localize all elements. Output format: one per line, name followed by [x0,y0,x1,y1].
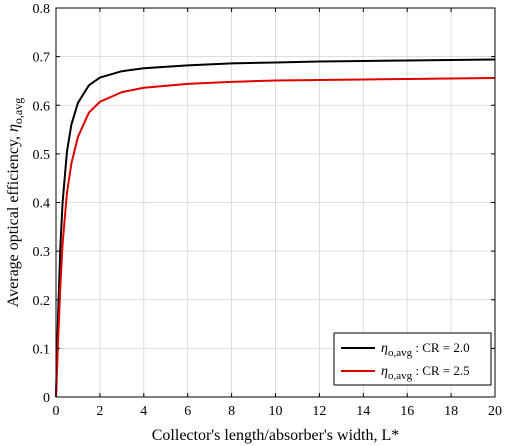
series-line-1 [55,58,496,398]
y-tick-label: 0.6 [33,99,51,114]
x-tick-label: 8 [228,404,235,419]
y-tick-label: 0.3 [33,245,51,260]
y-tick-label: 0.5 [33,148,51,163]
x-tick-label: 6 [184,404,191,419]
legend-subscript: o,avg [388,347,413,359]
legend-label-2: ηo,avg : CR = 2.5 [381,363,470,382]
y-tick-label: 0.8 [33,2,51,17]
x-tick-label: 4 [140,404,147,419]
y-tick-label: 0.2 [33,294,51,309]
y-tick-label: 0.7 [33,51,51,66]
legend-symbol: η [381,364,388,379]
x-tick-label: 10 [269,404,283,419]
y-axis-label-subscript: o,avg [11,98,25,124]
y-axis-label-text: Average optical efficiency, [5,132,22,307]
x-tick-label: 16 [400,404,414,419]
y-tick-label: 0 [43,391,50,406]
legend-symbol: η [381,341,388,356]
y-tick-label: 0.4 [33,197,51,212]
y-axis-label-symbol: η [5,124,22,132]
legend-label-1: ηo,avg : CR = 2.0 [381,340,470,359]
series-lines [55,58,496,398]
x-tick-label: 0 [53,404,60,419]
tick-marks [55,7,496,398]
legend-box [333,332,492,386]
y-tick-label: 0.1 [33,342,51,357]
y-axis-label: Average optical efficiency, ηo,avg [5,98,25,307]
x-axis-label: Collector's length/absorber's width, L* [152,427,400,444]
legend-suffix: : CR = 2.0 [412,340,470,355]
series-line-2 [55,77,496,398]
legend-suffix: : CR = 2.5 [412,363,470,378]
tick-labels: 0 2 4 6 8 10 12 14 16 18 20 0 0.1 0.2 0.3 0.4 0.5 0.6 0.7 0… [33,2,503,419]
x-tick-label: 12 [312,404,326,419]
legend: ηo,avg : CR = 2.0ηo,avg : CR = 2.5 [333,332,492,386]
x-tick-label: 14 [356,404,370,419]
x-tick-label: 2 [96,404,103,419]
x-tick-label: 20 [488,404,502,419]
legend-subscript: o,avg [388,370,413,382]
x-tick-label: 18 [444,404,458,419]
